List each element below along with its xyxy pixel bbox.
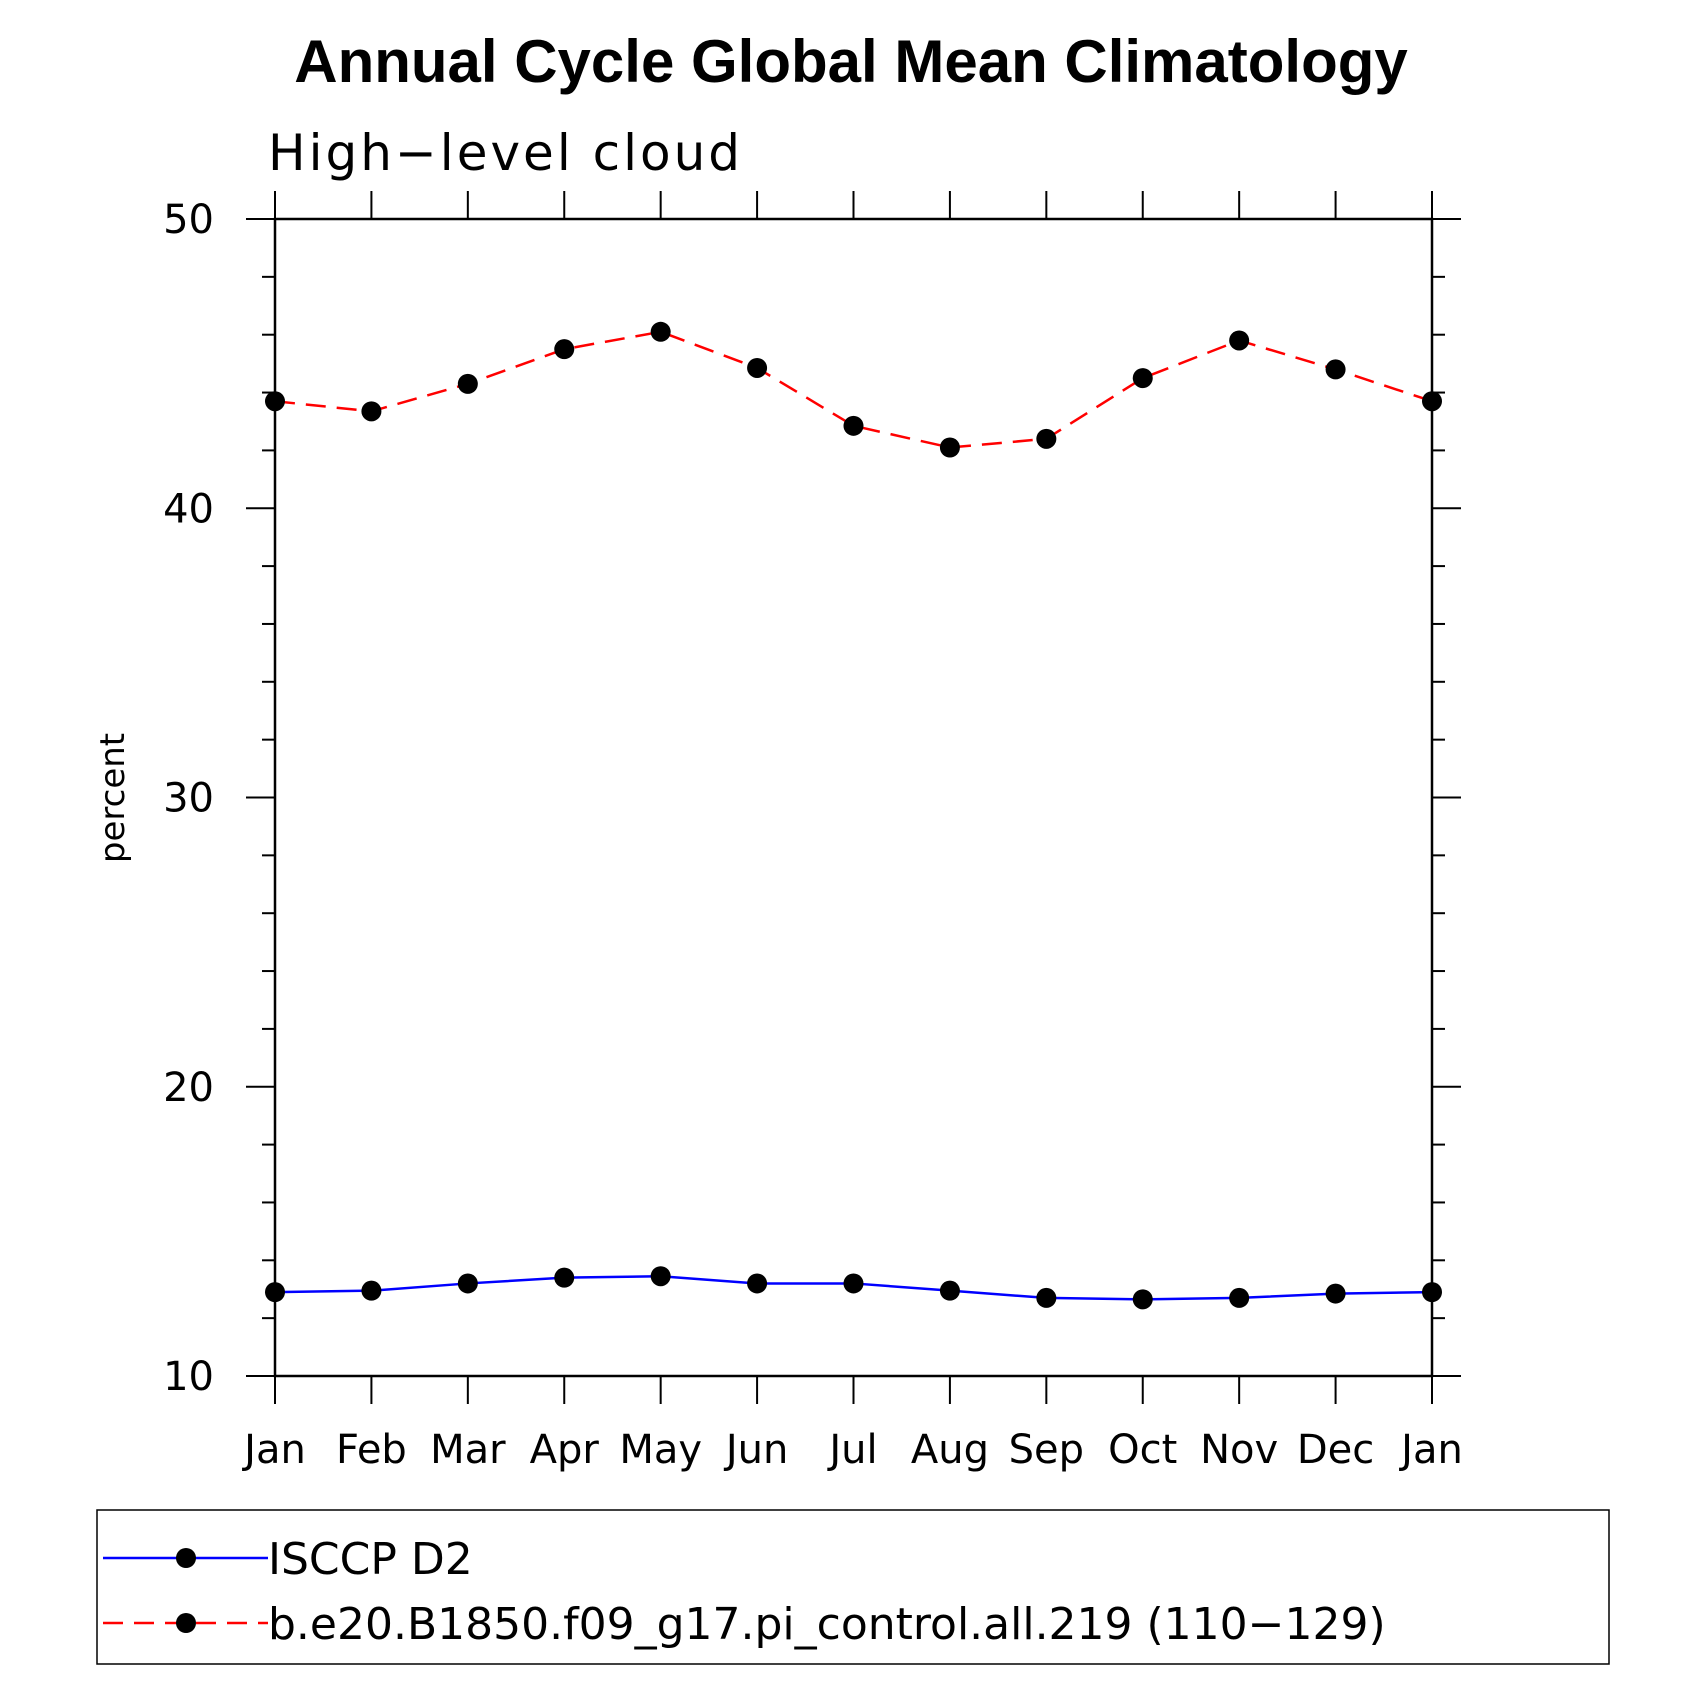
y-tick-label: 50 [163,197,214,243]
y-axis: 10 20 30 40 50 [163,197,1461,1400]
legend-label-1: ISCCP D2 [268,1534,473,1585]
data-point [1132,368,1153,389]
x-tick-label: Dec [1297,1427,1374,1473]
data-point [843,1273,864,1294]
legend-label-2: b.e20.B1850.f09_g17.pi_control.all.219 (… [268,1599,1386,1650]
data-point [1132,1289,1153,1310]
data-point [554,1267,575,1288]
data-point [1229,330,1250,351]
x-tick-label: Oct [1108,1427,1177,1473]
data-point [650,321,671,342]
data-point [1036,1287,1057,1308]
legend-marker-2 [176,1613,196,1633]
data-point [939,437,960,458]
data-point [1325,359,1346,380]
plot-border [273,217,1434,1378]
data-point [265,1282,285,1303]
y-tick-label: 40 [163,486,214,532]
data-point [361,1280,382,1301]
data-point [939,1280,960,1301]
x-tick-label: Jan [1398,1427,1463,1473]
x-tick-label: Apr [530,1427,600,1473]
legend: ISCCP D2 b.e20.B1850.f09_g17.pi_control.a… [96,1509,1610,1665]
x-tick-label: Mar [430,1427,506,1473]
data-point [361,401,382,422]
y-axis-label: percent [93,733,133,863]
data-point [554,339,575,360]
data-point [265,391,285,412]
x-tick-label: Jun [723,1427,789,1473]
legend-marker-1 [176,1548,196,1568]
data-point [1422,1282,1442,1303]
data-point [457,1273,478,1294]
x-tick-label: Nov [1200,1427,1278,1473]
data-point [650,1266,671,1287]
x-tick-label: Feb [336,1427,407,1473]
plot-frame [273,217,1434,1378]
x-tick-label: Sep [1009,1427,1084,1473]
y-tick-label: 30 [163,776,214,822]
x-tick-label: Jan [241,1427,306,1473]
x-tick-label: Jul [826,1427,877,1473]
data-point [747,1273,768,1294]
x-axis: Jan Feb Mar Apr May Jun Jul Aug Sep Oct Nov Dec Jan [241,191,1463,1473]
data-point [1422,391,1442,412]
chart-subtitle: High−level cloud [268,124,743,182]
data-point [1325,1283,1346,1304]
data-point [1036,428,1057,449]
series-layer [265,321,1442,1310]
data-point [457,373,478,394]
x-tick-label: Aug [911,1427,989,1473]
x-tick-label: May [619,1427,702,1473]
legend-box [96,1509,1610,1665]
data-point [1229,1287,1250,1308]
y-tick-label: 10 [163,1354,214,1400]
data-point [843,415,864,436]
y-tick-label: 20 [163,1065,214,1111]
chart-title: Annual Cycle Global Mean Climatology [294,28,1408,95]
data-point [747,357,768,378]
